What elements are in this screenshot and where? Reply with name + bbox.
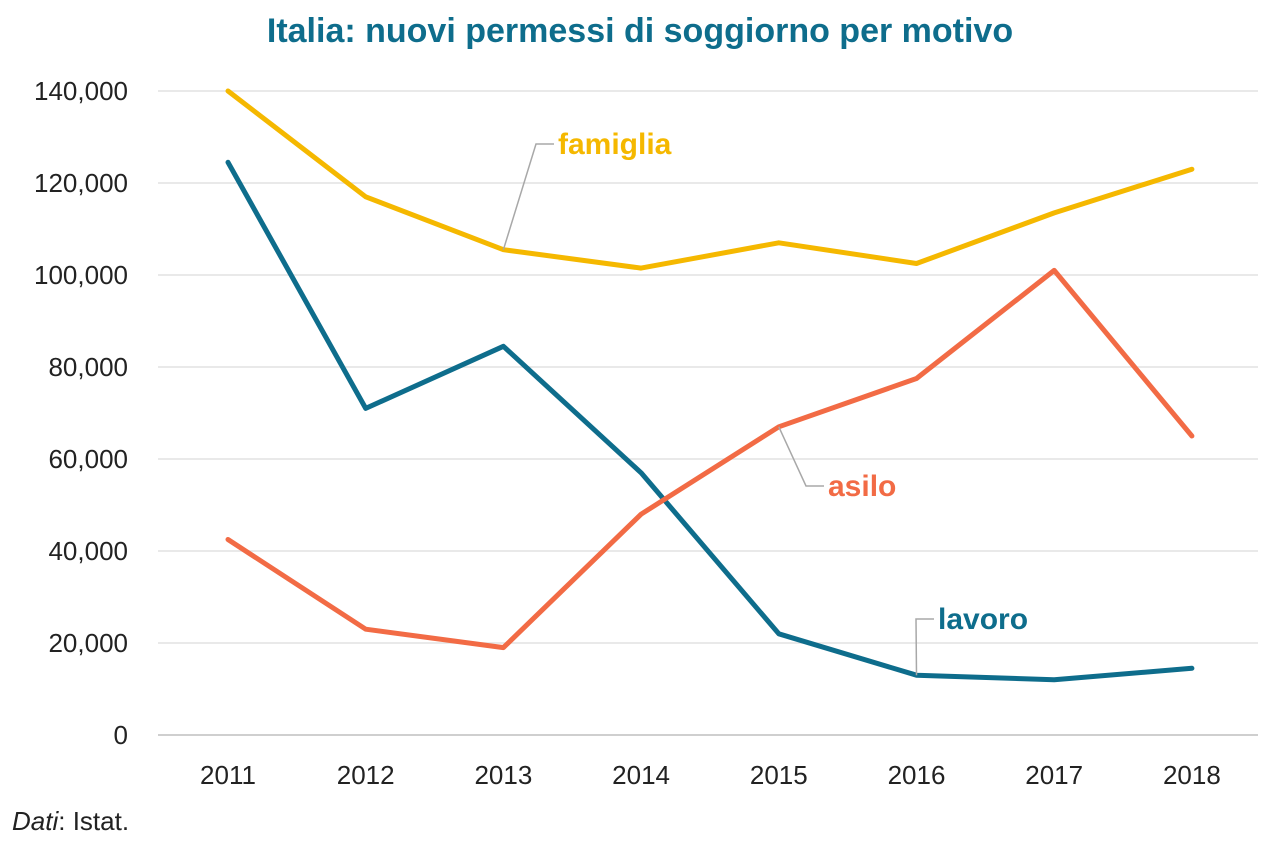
x-tick-label: 2013: [474, 760, 532, 790]
series-line-asilo: [225, 267, 1195, 651]
series-label-famiglia: famiglia: [558, 128, 672, 161]
y-tick-label: 0: [114, 720, 128, 750]
y-tick-label: 60,000: [48, 444, 128, 474]
x-tick-label: 2012: [337, 760, 395, 790]
y-tick-label: 100,000: [34, 260, 128, 290]
y-tick-label: 120,000: [34, 168, 128, 198]
series-line-famiglia: [225, 88, 1195, 271]
source-prefix: Dati: [12, 806, 59, 836]
x-tick-label: 2015: [750, 760, 808, 790]
y-tick-label: 20,000: [48, 628, 128, 658]
y-tick-label: 80,000: [48, 352, 128, 382]
chart-title: Italia: nuovi permessi di soggiorno per …: [266, 12, 1014, 50]
leader-line-lavoro: [915, 618, 934, 676]
series-label-asilo: asilo: [828, 470, 896, 503]
series-line-lavoro: [225, 159, 1195, 683]
x-tick-label: 2016: [888, 760, 946, 790]
series-label-lavoro: lavoro: [938, 603, 1028, 636]
y-tick-label: 140,000: [34, 76, 128, 106]
leader-line-asilo: [778, 426, 824, 487]
x-tick-label: 2018: [1163, 760, 1221, 790]
leader-line-famiglia: [502, 143, 554, 250]
x-tick-label: 2011: [200, 760, 256, 790]
y-tick-label: 40,000: [48, 536, 128, 566]
source-text: : Istat.: [58, 806, 130, 836]
x-tick-label: 2014: [612, 760, 670, 790]
source-note: Dati: Istat.: [12, 806, 129, 837]
x-tick-label: 2017: [1025, 760, 1083, 790]
